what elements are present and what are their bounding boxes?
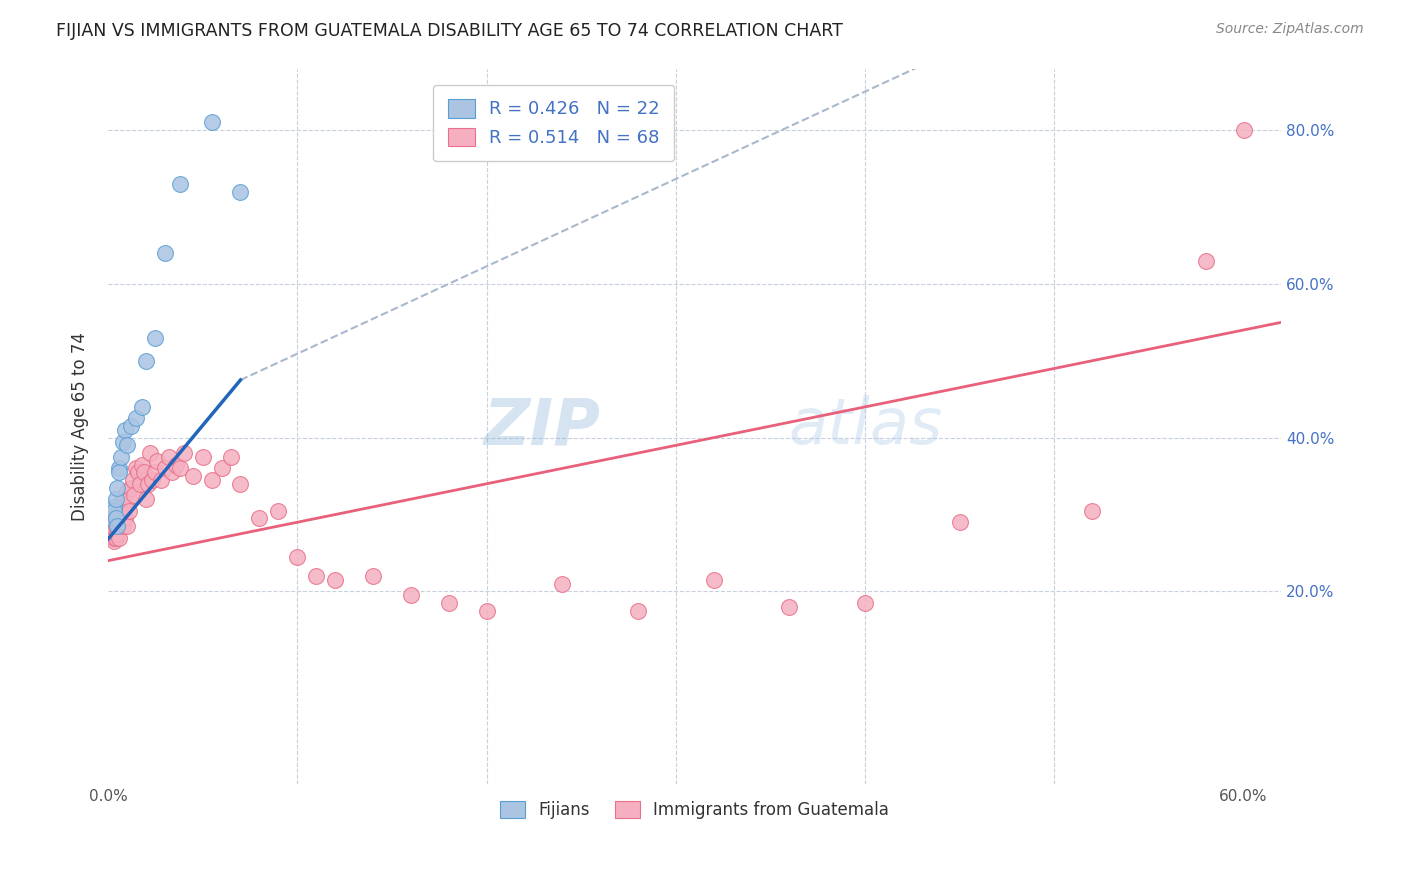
Point: [229, 185, 252, 199]
Point: [1232, 123, 1254, 137]
Point: [107, 519, 129, 533]
Point: [138, 446, 160, 460]
Point: [103, 500, 125, 514]
Point: [120, 419, 142, 434]
Text: ZIP: ZIP: [484, 395, 600, 457]
Point: [125, 461, 148, 475]
Point: [103, 534, 125, 549]
Point: [110, 504, 132, 518]
Point: [115, 438, 138, 452]
Point: [124, 488, 146, 502]
Point: [104, 519, 127, 533]
Point: [146, 454, 169, 468]
Point: [153, 461, 176, 475]
Point: [107, 481, 129, 495]
Point: [361, 569, 384, 583]
Point: [1081, 504, 1104, 518]
Point: [104, 492, 127, 507]
Point: [131, 400, 153, 414]
Point: [399, 588, 422, 602]
Point: [107, 526, 129, 541]
Point: [103, 504, 125, 518]
Point: [475, 604, 498, 618]
Point: [219, 450, 242, 464]
Text: atlas: atlas: [789, 395, 943, 457]
Point: [181, 469, 204, 483]
Point: [103, 531, 125, 545]
Point: [112, 519, 135, 533]
Point: [703, 573, 725, 587]
Point: [110, 450, 132, 464]
Point: [551, 576, 574, 591]
Point: [201, 473, 224, 487]
Point: [121, 473, 143, 487]
Point: [173, 446, 195, 460]
Point: [229, 476, 252, 491]
Point: [141, 473, 163, 487]
Point: [114, 500, 136, 514]
Point: [115, 484, 138, 499]
Point: [114, 511, 136, 525]
Point: [143, 331, 166, 345]
Point: [104, 511, 127, 525]
Point: [135, 353, 157, 368]
Point: [112, 492, 135, 507]
Point: [201, 115, 224, 129]
Point: [165, 458, 187, 472]
Point: [1195, 253, 1218, 268]
Point: [305, 569, 328, 583]
Point: [108, 531, 131, 545]
Point: [267, 504, 290, 518]
Point: [107, 504, 129, 518]
Point: [949, 515, 972, 529]
Point: [100, 511, 122, 525]
Point: [104, 511, 127, 525]
Point: [118, 492, 141, 507]
Point: [132, 465, 155, 479]
Point: [98, 523, 121, 537]
Point: [108, 461, 131, 475]
Point: [114, 423, 136, 437]
Point: [127, 465, 149, 479]
Y-axis label: Disability Age 65 to 74: Disability Age 65 to 74: [72, 332, 89, 521]
Point: [778, 599, 800, 614]
Text: Source: ZipAtlas.com: Source: ZipAtlas.com: [1216, 22, 1364, 37]
Point: [100, 511, 122, 525]
Point: [115, 519, 138, 533]
Point: [131, 458, 153, 472]
Point: [627, 604, 650, 618]
Point: [437, 596, 460, 610]
Point: [162, 465, 184, 479]
Point: [323, 573, 346, 587]
Point: [100, 519, 122, 533]
Point: [285, 549, 308, 564]
Point: [129, 476, 152, 491]
Point: [108, 500, 131, 514]
Point: [110, 511, 132, 525]
Point: [125, 411, 148, 425]
Point: [120, 481, 142, 495]
Text: FIJIAN VS IMMIGRANTS FROM GUATEMALA DISABILITY AGE 65 TO 74 CORRELATION CHART: FIJIAN VS IMMIGRANTS FROM GUATEMALA DISA…: [56, 22, 844, 40]
Point: [104, 531, 127, 545]
Point: [136, 476, 159, 491]
Point: [118, 504, 141, 518]
Point: [112, 434, 135, 449]
Point: [853, 596, 876, 610]
Point: [107, 511, 129, 525]
Point: [211, 461, 233, 475]
Point: [157, 450, 180, 464]
Point: [169, 461, 191, 475]
Point: [149, 473, 172, 487]
Point: [169, 177, 191, 191]
Legend: Fijians, Immigrants from Guatemala: Fijians, Immigrants from Guatemala: [494, 794, 896, 825]
Point: [135, 492, 157, 507]
Point: [108, 465, 131, 479]
Point: [153, 246, 176, 260]
Point: [143, 465, 166, 479]
Point: [247, 511, 270, 525]
Point: [191, 450, 214, 464]
